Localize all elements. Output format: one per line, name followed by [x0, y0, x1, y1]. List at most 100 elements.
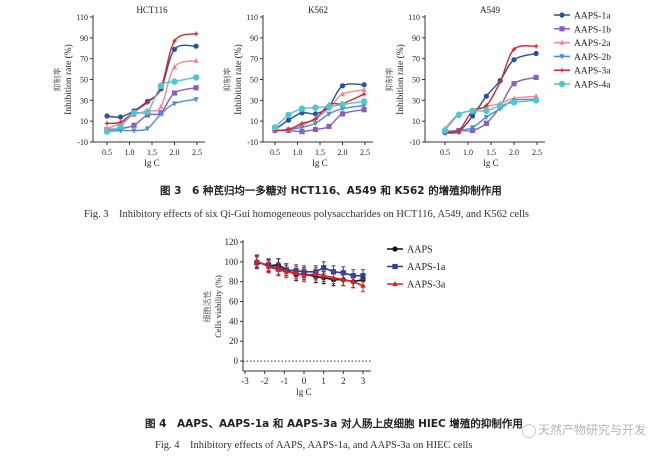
legend-marker — [559, 26, 565, 32]
data-point — [455, 111, 462, 119]
data-point — [283, 268, 289, 274]
data-point — [325, 103, 333, 110]
x-tick-label: 0 — [302, 376, 307, 386]
data-point — [158, 111, 164, 117]
data-point — [361, 86, 367, 92]
data-point — [117, 128, 124, 134]
data-point — [299, 120, 305, 127]
data-point — [254, 257, 260, 263]
data-point — [312, 121, 319, 127]
data-point — [171, 46, 178, 52]
y-tick-label: -10 — [409, 138, 420, 147]
chart-hct116: -10 10 30 50 70 90 110 0.5 1.0 1.5 2.0 2.5 lg C Inhib… — [52, 5, 205, 168]
x-tick-label: 1.5 — [486, 148, 496, 157]
data-point — [361, 91, 368, 98]
legend-label: AAPS-3a — [574, 67, 611, 77]
legend-label: AAPS-3a — [407, 280, 446, 291]
x-axis-label: lg C — [483, 158, 498, 168]
data-point — [511, 46, 517, 53]
data-point — [171, 90, 178, 96]
y-tick-label: 30 — [80, 96, 88, 105]
x-axis-label: lg C — [296, 387, 311, 397]
x-tick-label: 2.5 — [532, 148, 542, 157]
legend-item: AAPS-1a — [387, 262, 446, 273]
data-point — [340, 276, 346, 282]
y-tick-label: 40 — [229, 316, 239, 326]
y-tick-label: 60 — [229, 297, 239, 307]
y-tick-label: 70 — [412, 55, 420, 64]
x-tick-label: 1.0 — [463, 148, 473, 157]
data-point — [361, 103, 367, 109]
data-point — [339, 101, 346, 108]
data-point — [144, 108, 151, 116]
data-point — [285, 126, 292, 133]
data-point — [510, 99, 518, 106]
data-point — [104, 113, 110, 119]
data-point — [157, 82, 165, 90]
data-point — [293, 269, 299, 275]
x-tick-label: -3 — [241, 376, 249, 386]
y-axis-label: Inhibition rate (%) — [395, 44, 406, 115]
legend-item: AAPS-2a — [554, 39, 611, 49]
data-point — [158, 103, 164, 109]
series-aaps-1a — [442, 50, 539, 136]
y-axis-label: Inhibition rate (%) — [233, 44, 244, 115]
fit-curve — [106, 33, 197, 125]
data-point — [131, 122, 137, 128]
x-tick-label: 0.5 — [102, 148, 112, 157]
x-tick-label: 1.0 — [125, 148, 135, 157]
data-point — [312, 126, 319, 133]
y-tick-label: 90 — [250, 34, 258, 43]
data-point — [299, 129, 305, 135]
data-point — [103, 128, 111, 135]
x-tick-label: 2.0 — [338, 148, 348, 157]
legend-label: AAPS-2a — [574, 39, 611, 49]
data-point — [313, 270, 319, 276]
y-tick-label: 10 — [250, 117, 258, 126]
data-point — [326, 111, 332, 117]
wechat-icon — [522, 423, 536, 438]
y-tick-label: 110 — [246, 13, 258, 22]
chart-k562: -10 10 30 50 70 90 110 0.5 1.0 1.5 2.0 2.5 lg C Inhib… — [222, 5, 373, 168]
data-point — [511, 57, 517, 63]
data-point — [321, 265, 327, 271]
data-point — [312, 111, 319, 117]
fit-curve — [444, 76, 537, 133]
fit-curve — [274, 89, 365, 132]
data-point — [483, 114, 489, 121]
legend-marker — [392, 263, 398, 270]
data-point — [131, 128, 137, 134]
legend-item: AAPS-3a — [387, 280, 446, 291]
series-aaps-1b — [442, 74, 539, 135]
watermark: 天然产物研究与开发 — [522, 421, 646, 438]
legend-label: AAPS-1a — [574, 12, 611, 22]
x-tick-label: 2.0 — [170, 148, 180, 157]
y-axis-label-zh: 细胞活性 — [202, 291, 212, 323]
x-tick-label: 1.5 — [147, 148, 157, 157]
legend-item: AAPS-3a — [554, 67, 611, 77]
data-point — [339, 111, 346, 117]
y-tick-label: 80 — [229, 277, 239, 287]
data-point — [360, 273, 366, 279]
data-point — [299, 125, 305, 131]
data-point — [483, 93, 489, 99]
data-point — [117, 114, 124, 120]
data-point — [339, 91, 346, 97]
chart-title: K562 — [308, 5, 328, 15]
y-tick-label: 30 — [412, 96, 420, 105]
data-point — [533, 93, 539, 99]
data-point — [361, 82, 367, 88]
legend-item: AAPS — [387, 245, 433, 256]
data-point — [104, 120, 110, 127]
data-point — [360, 282, 366, 288]
legend-marker — [559, 67, 565, 74]
chart-a549: -10 10 30 50 70 90 110 0.5 1.0 1.5 2.0 2.5 lg C Inhib… — [384, 5, 611, 168]
data-point — [171, 78, 178, 85]
data-point — [117, 119, 124, 126]
data-point — [469, 107, 476, 115]
data-point — [271, 124, 279, 131]
data-point — [144, 99, 151, 106]
watermark-text: 天然产物研究与开发 — [538, 423, 647, 437]
data-point — [483, 107, 490, 115]
y-tick-label: -10 — [247, 138, 258, 147]
